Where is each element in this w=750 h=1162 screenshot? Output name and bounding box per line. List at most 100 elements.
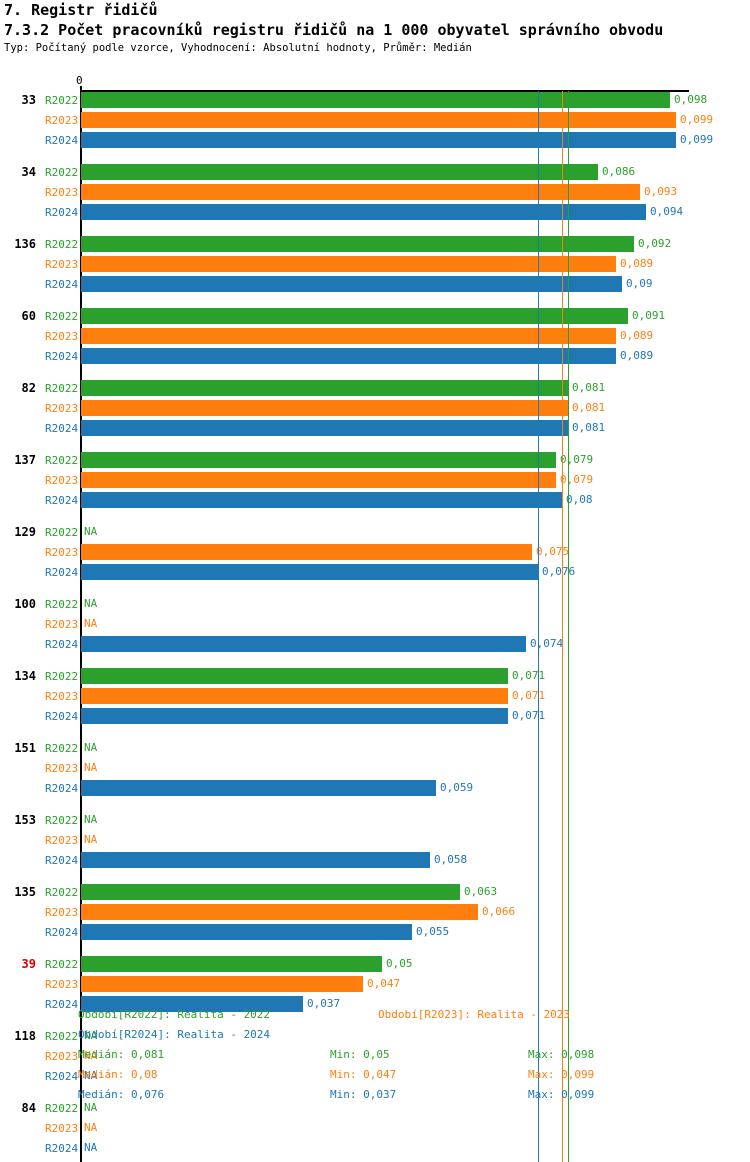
series-row-label-r2022-136: R2022 bbox=[45, 238, 79, 251]
x-axis-zero-tick bbox=[80, 86, 82, 92]
group-label-39: 39 bbox=[21, 957, 36, 971]
legend-min-2023: Min: 0,047 bbox=[330, 1068, 397, 1081]
group-label-151: 151 bbox=[14, 741, 36, 755]
series-row-label-r2023-135: R2023 bbox=[45, 906, 79, 919]
chart-title: 7.3.2 Počet pracovníků registru řidičů n… bbox=[4, 21, 664, 39]
series-row-label-r2024-134: R2024 bbox=[45, 710, 79, 723]
bar-r2022-137[interactable] bbox=[81, 452, 556, 468]
group-label-129: 129 bbox=[14, 525, 36, 539]
y-axis-line bbox=[80, 91, 82, 1162]
bar-r2022-136[interactable] bbox=[81, 236, 634, 252]
bar-r2023-136[interactable] bbox=[81, 256, 616, 272]
series-row-label-r2023-34: R2023 bbox=[45, 186, 79, 199]
bar-value-label-r2024-137: 0,08 bbox=[566, 493, 593, 506]
series-row-label-r2024-60: R2024 bbox=[45, 350, 79, 363]
bar-value-label-r2022-135: 0,063 bbox=[464, 885, 498, 898]
bar-value-label-r2024-136: 0,09 bbox=[626, 277, 653, 290]
bar-r2024-136[interactable] bbox=[81, 276, 622, 292]
bar-value-label-r2024-129: 0,076 bbox=[542, 565, 576, 578]
group-label-118: 118 bbox=[14, 1029, 36, 1043]
chart-legend: Období[R2022]: Realita - 2022 Období[R20… bbox=[0, 1000, 750, 1112]
group-label-136: 136 bbox=[14, 237, 36, 251]
bar-r2024-33[interactable] bbox=[81, 132, 676, 148]
series-row-label-r2022-60: R2022 bbox=[45, 310, 79, 323]
bar-na-r2022-100: NA bbox=[84, 597, 98, 610]
x-axis-zero-tick-label: 0 bbox=[76, 74, 83, 87]
series-row-label-r2024-151: R2024 bbox=[45, 782, 79, 795]
bar-na-r2023-153: NA bbox=[84, 833, 98, 846]
bar-na-r2024-118: NA bbox=[84, 1069, 98, 1082]
bar-r2022-135[interactable] bbox=[81, 884, 460, 900]
group-label-100: 100 bbox=[14, 597, 36, 611]
bar-r2024-151[interactable] bbox=[81, 780, 436, 796]
legend-max-2023: Max: 0,099 bbox=[528, 1068, 595, 1081]
series-row-label-r2024-82: R2024 bbox=[45, 422, 79, 435]
bar-value-label-r2024-33: 0,099 bbox=[680, 133, 714, 146]
bar-na-r2022-84: NA bbox=[84, 1101, 98, 1114]
bar-r2023-129[interactable] bbox=[81, 544, 532, 560]
series-row-label-r2022-39: R2022 bbox=[45, 958, 79, 971]
legend-max-2024: Max: 0,099 bbox=[528, 1088, 595, 1101]
bar-r2024-60[interactable] bbox=[81, 348, 616, 364]
series-row-label-r2022-34: R2022 bbox=[45, 166, 79, 179]
bar-na-r2023-118: NA bbox=[84, 1049, 98, 1062]
bar-na-r2022-153: NA bbox=[84, 813, 98, 826]
bar-r2024-129[interactable] bbox=[81, 564, 538, 580]
series-row-label-r2022-82: R2022 bbox=[45, 382, 79, 395]
bar-r2022-134[interactable] bbox=[81, 668, 508, 684]
bar-r2022-33[interactable] bbox=[81, 92, 670, 108]
group-label-60: 60 bbox=[21, 309, 36, 323]
legend-period-2023: Období[R2023]: Realita - 2023 bbox=[378, 1008, 571, 1021]
bar-r2022-39[interactable] bbox=[81, 956, 382, 972]
bar-r2022-82[interactable] bbox=[81, 380, 568, 396]
bar-value-label-r2024-82: 0,081 bbox=[572, 421, 606, 434]
bar-r2023-135[interactable] bbox=[81, 904, 478, 920]
bar-r2023-134[interactable] bbox=[81, 688, 508, 704]
bar-r2024-153[interactable] bbox=[81, 852, 430, 868]
bar-na-r2022-151: NA bbox=[84, 741, 98, 754]
bar-value-label-r2023-60: 0,089 bbox=[620, 329, 654, 342]
group-label-134: 134 bbox=[14, 669, 36, 683]
bar-value-label-r2022-34: 0,086 bbox=[602, 165, 636, 178]
bar-value-label-r2022-39: 0,05 bbox=[386, 957, 413, 970]
series-row-label-r2022-129: R2022 bbox=[45, 526, 79, 539]
series-row-label-r2024-84: R2024 bbox=[45, 1142, 79, 1155]
bar-na-r2022-118: NA bbox=[84, 1029, 98, 1042]
bar-value-label-r2023-135: 0,066 bbox=[482, 905, 516, 918]
bar-r2023-33[interactable] bbox=[81, 112, 676, 128]
legend-max-2022: Max: 0,098 bbox=[528, 1048, 595, 1061]
bar-value-label-r2024-34: 0,094 bbox=[650, 205, 684, 218]
bar-r2024-39[interactable] bbox=[81, 996, 303, 1012]
reference-line-median-2022 bbox=[568, 91, 569, 1162]
legend-median-2024: Medián: 0,076 bbox=[78, 1088, 165, 1101]
group-label-153: 153 bbox=[14, 813, 36, 827]
bar-na-r2024-84: NA bbox=[84, 1141, 98, 1154]
reference-line-median-2023 bbox=[562, 91, 563, 1162]
series-row-label-r2023-151: R2023 bbox=[45, 762, 79, 775]
bar-r2024-34[interactable] bbox=[81, 204, 646, 220]
bar-r2023-82[interactable] bbox=[81, 400, 568, 416]
bar-value-label-r2022-60: 0,091 bbox=[632, 309, 666, 322]
bar-r2024-135[interactable] bbox=[81, 924, 412, 940]
bar-r2022-34[interactable] bbox=[81, 164, 598, 180]
series-row-label-r2023-60: R2023 bbox=[45, 330, 79, 343]
bar-r2022-60[interactable] bbox=[81, 308, 628, 324]
bar-r2024-137[interactable] bbox=[81, 492, 562, 508]
bar-r2023-137[interactable] bbox=[81, 472, 556, 488]
bar-value-label-r2024-135: 0,055 bbox=[416, 925, 450, 938]
bar-r2023-39[interactable] bbox=[81, 976, 363, 992]
series-row-label-r2023-82: R2023 bbox=[45, 402, 79, 415]
bar-r2023-34[interactable] bbox=[81, 184, 640, 200]
bar-value-label-r2024-39: 0,037 bbox=[307, 997, 341, 1010]
bar-value-label-r2023-34: 0,093 bbox=[644, 185, 678, 198]
bar-na-r2023-100: NA bbox=[84, 617, 98, 630]
series-row-label-r2023-100: R2023 bbox=[45, 618, 79, 631]
bar-r2024-134[interactable] bbox=[81, 708, 508, 724]
bar-r2024-82[interactable] bbox=[81, 420, 568, 436]
bar-r2024-100[interactable] bbox=[81, 636, 526, 652]
bar-value-label-r2022-82: 0,081 bbox=[572, 381, 606, 394]
bar-value-label-r2022-136: 0,092 bbox=[638, 237, 672, 250]
group-label-33: 33 bbox=[21, 93, 36, 107]
series-row-label-r2022-135: R2022 bbox=[45, 886, 79, 899]
bar-r2023-60[interactable] bbox=[81, 328, 616, 344]
